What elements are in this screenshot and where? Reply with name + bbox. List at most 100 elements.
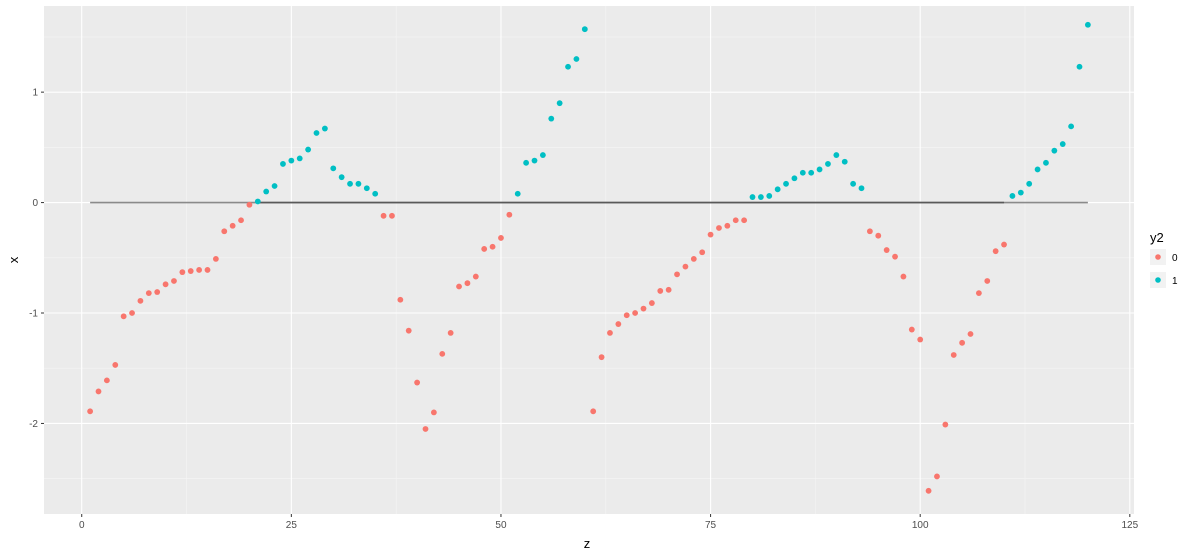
data-point-y2-0 [615, 321, 622, 327]
y-tick-label: 1 [32, 88, 38, 99]
data-point-y2-1 [799, 169, 806, 176]
data-point-y2-0 [975, 290, 982, 297]
data-point-y2-0 [472, 273, 479, 280]
data-point-y2-1 [330, 165, 337, 172]
data-point-y2-0 [716, 225, 722, 231]
data-point-y2-1 [556, 100, 563, 107]
data-point-y2-0 [162, 281, 169, 288]
data-point-y2-0 [657, 288, 664, 294]
data-point-y2-0 [481, 246, 488, 252]
data-point-y2-1 [305, 146, 312, 153]
data-point-y2-0 [389, 212, 395, 219]
data-point-y2-1 [1084, 21, 1091, 28]
data-point-y2-0 [934, 473, 940, 480]
data-point-y2-1 [858, 185, 865, 192]
data-point-y2-0 [447, 329, 454, 336]
data-point-y2-0 [120, 313, 127, 320]
y-axis-title: x [6, 256, 21, 263]
data-point-y2-1 [1043, 159, 1049, 166]
data-point-y2-0 [154, 289, 161, 295]
data-point-y2-1 [766, 193, 773, 199]
x-tick-label: 25 [286, 520, 298, 531]
data-point-y2-0 [648, 300, 655, 306]
data-point-y2-0 [439, 350, 446, 357]
data-point-y2-0 [456, 283, 462, 290]
data-point-y2-1 [850, 180, 857, 187]
data-point-y2-0 [405, 327, 412, 334]
data-point-y2-1 [757, 194, 764, 200]
data-point-y2-1 [1026, 180, 1033, 187]
data-point-y2-1 [338, 174, 345, 181]
data-point-y2-0 [707, 231, 714, 238]
data-point-y2-0 [196, 267, 203, 273]
legend-title: y2 [1150, 230, 1164, 245]
data-point-y2-0 [129, 310, 135, 316]
data-point-y2-0 [699, 249, 706, 256]
data-point-y2-0 [866, 228, 873, 235]
data-point-y2-0 [95, 388, 102, 395]
data-points [87, 21, 1091, 494]
data-point-y2-0 [967, 331, 974, 337]
data-point-y2-0 [145, 290, 152, 297]
x-tick-label: 0 [79, 520, 85, 531]
data-point-y2-0 [682, 263, 689, 270]
data-point-y2-0 [179, 269, 186, 276]
data-point-y2-0 [229, 222, 236, 229]
data-point-y2-0 [908, 326, 915, 333]
data-point-y2-1 [363, 185, 370, 192]
data-point-y2-1 [288, 157, 295, 164]
data-point-y2-0 [984, 278, 991, 284]
data-point-y2-1 [523, 159, 530, 166]
data-point-y2-0 [992, 248, 999, 255]
data-point-y2-1 [1009, 193, 1016, 199]
data-point-y2-1 [774, 186, 781, 193]
legend-label-0: 0 [1172, 253, 1178, 264]
data-point-y2-1 [271, 183, 278, 189]
data-point-y2-1 [749, 194, 756, 200]
data-point-y2-0 [506, 211, 513, 218]
data-point-y2-0 [498, 235, 504, 241]
data-point-y2-0 [950, 352, 957, 358]
minor-gridlines [44, 6, 1134, 514]
data-point-y2-0 [632, 310, 639, 316]
data-point-y2-0 [942, 421, 949, 428]
data-point-y2-0 [137, 297, 144, 304]
data-point-y2-1 [573, 56, 580, 62]
y-axis-ticks: -2 -1 0 1 [29, 88, 44, 430]
plot-panel [44, 6, 1134, 514]
data-point-y2-0 [464, 280, 471, 287]
data-point-y2-0 [221, 228, 228, 235]
data-point-y2-0 [430, 409, 437, 416]
x-tick-label: 75 [705, 520, 717, 531]
y-tick-label: -1 [29, 309, 38, 320]
data-point-y2-0 [732, 217, 739, 224]
data-point-y2-1 [791, 175, 798, 182]
x-axis-ticks: 0 25 50 75 100 125 [79, 514, 1139, 531]
data-point-y2-0 [422, 426, 429, 432]
data-point-y2-0 [87, 408, 94, 415]
data-point-y2-0 [741, 217, 748, 224]
data-point-y2-1 [581, 26, 588, 33]
data-point-y2-1 [313, 130, 320, 136]
data-point-y2-0 [724, 222, 731, 229]
data-point-y2-1 [833, 152, 840, 158]
data-point-y2-0 [103, 377, 110, 384]
data-point-y2-0 [917, 336, 924, 343]
data-point-y2-1 [280, 161, 286, 167]
data-point-y2-0 [640, 305, 647, 312]
data-point-y2-1 [825, 161, 831, 167]
data-point-y2-1 [372, 190, 379, 197]
data-point-y2-0 [397, 296, 404, 303]
y-tick-label: -2 [29, 419, 38, 430]
data-point-y2-0 [238, 217, 244, 224]
data-point-y2-1 [1051, 147, 1058, 154]
data-point-y2-1 [514, 190, 521, 197]
data-point-y2-0 [883, 247, 890, 253]
data-point-y2-1 [1076, 63, 1083, 70]
data-point-y2-0 [925, 487, 932, 494]
data-point-y2-1 [263, 188, 270, 195]
data-point-y2-0 [246, 201, 253, 208]
data-point-y2-0 [590, 408, 597, 415]
data-point-y2-0 [489, 243, 496, 250]
